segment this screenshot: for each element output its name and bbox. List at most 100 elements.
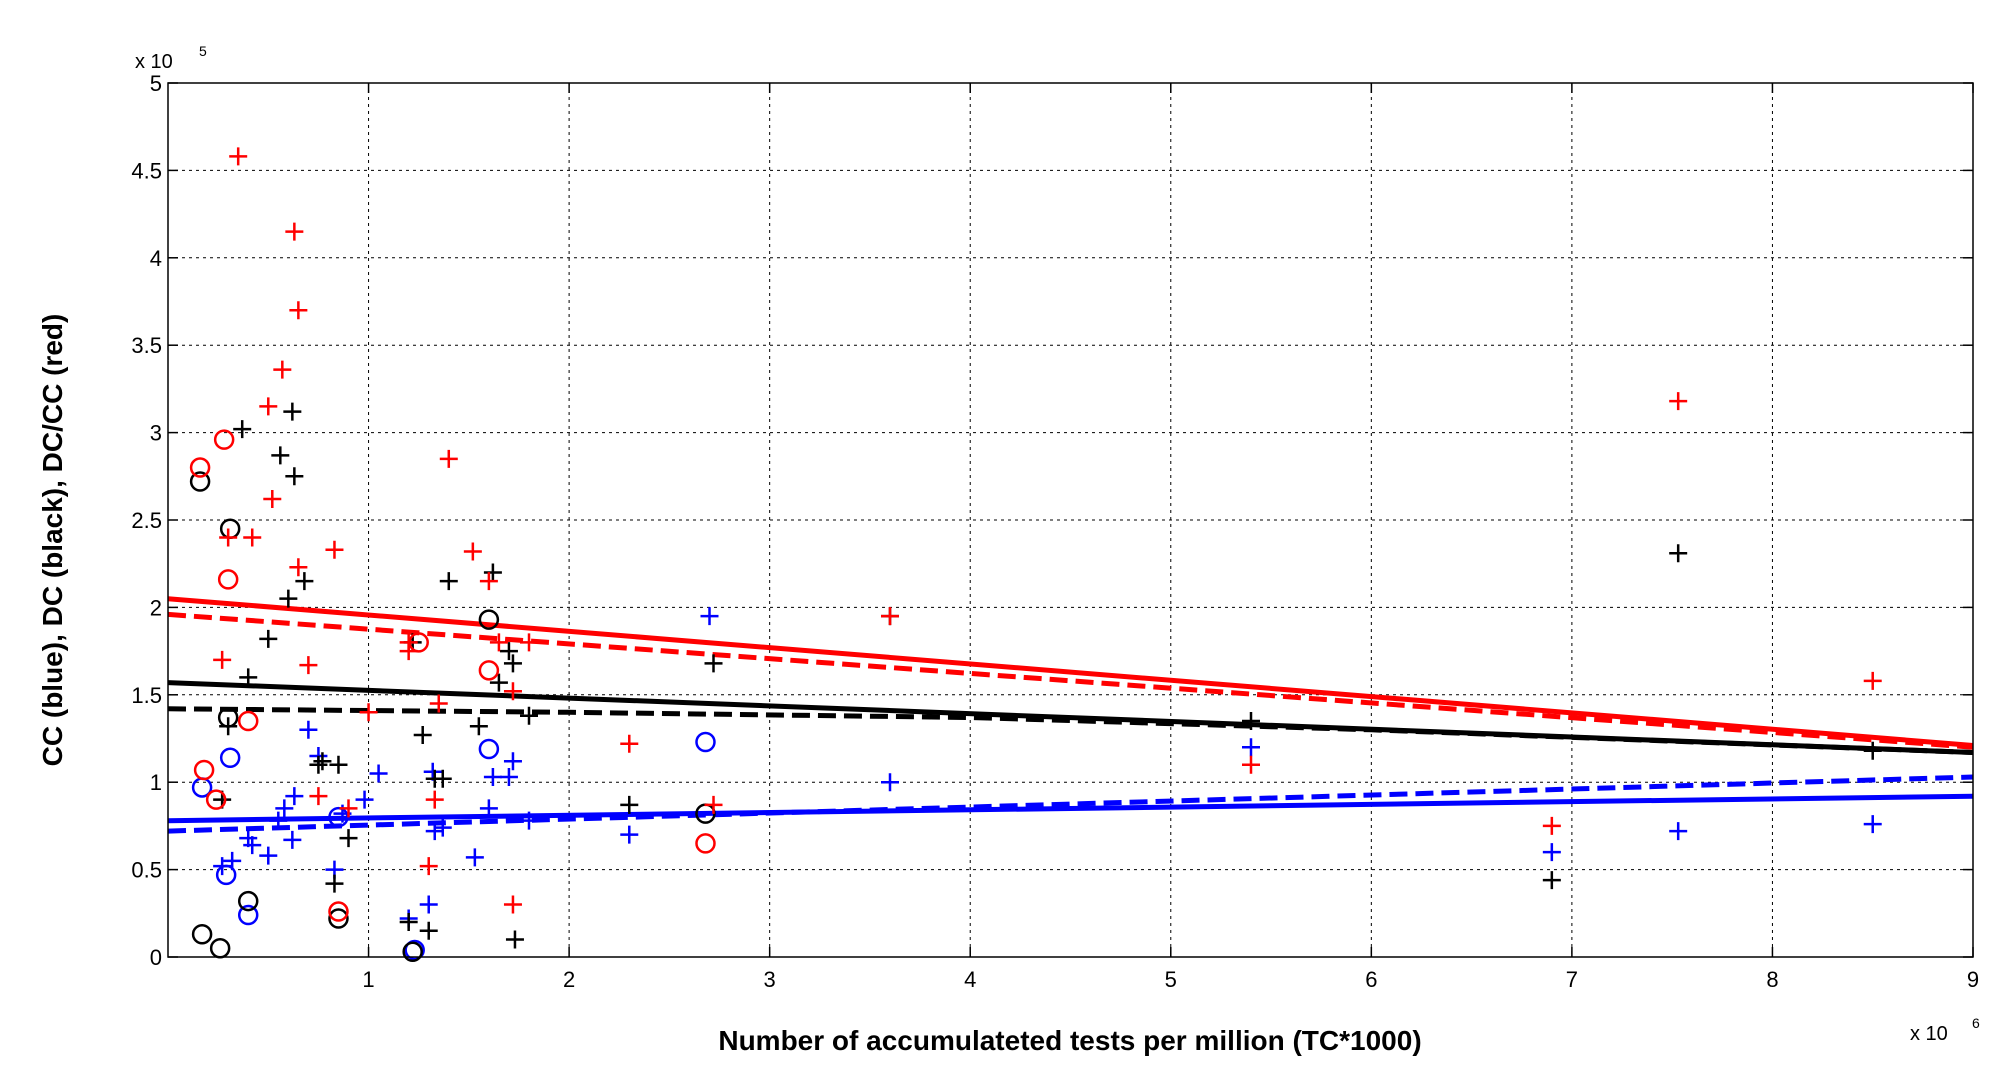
data-point-red-plus [503, 682, 522, 701]
fit-line-red-solid [167, 596, 1974, 748]
data-point-blue-plus [275, 799, 294, 818]
fit-line-blue-dashed [167, 774, 1974, 834]
plot-area [168, 83, 1973, 957]
data-point-red-plus [299, 656, 318, 675]
y-tick-label: 0.5 [131, 858, 162, 883]
data-point-blue-plus [620, 825, 639, 844]
y-tick-label: 5 [150, 71, 162, 96]
data-point-blue-plus [520, 811, 538, 830]
data-point-blue-plus [1542, 843, 1561, 862]
data-point-black-plus [439, 572, 458, 591]
data-point-red-circle [189, 457, 211, 478]
data-point-blue-plus [425, 822, 444, 841]
data-point-black-plus [499, 642, 518, 661]
data-point-black-plus [399, 913, 418, 932]
fit-lines [167, 596, 1974, 834]
data-point-red-plus [1542, 816, 1561, 835]
data-point-black-plus [503, 654, 522, 673]
data-point-blue-plus [1669, 822, 1688, 841]
data-point-red-plus [309, 787, 328, 806]
data-point-black-plus [483, 563, 502, 582]
data-point-black-plus [620, 795, 639, 814]
data-point-black-plus [469, 717, 488, 736]
data-markers [189, 147, 1882, 963]
y-axis-multiplier: x 10 5 [135, 43, 207, 73]
data-point-red-plus [620, 734, 639, 753]
data-point-black-plus [413, 726, 432, 745]
data-point-black-plus [520, 706, 538, 725]
data-point-blue-plus [243, 836, 262, 855]
data-point-red-plus [463, 542, 482, 561]
data-point-red-plus [339, 799, 358, 818]
data-point-red-circle [328, 901, 349, 922]
data-point-red-circle [237, 710, 259, 732]
data-point-black-circle [191, 924, 213, 945]
data-point-black-plus [285, 467, 304, 486]
data-point-black-plus [325, 874, 344, 893]
data-point-blue-plus [483, 767, 502, 786]
y-tick-label: 4 [150, 246, 162, 271]
y-axis-label: CC (blue), DC (black), DC/CC (red) [37, 314, 68, 767]
data-point-blue-plus [259, 846, 278, 865]
data-point-blue-plus [269, 811, 288, 830]
data-point-black-plus [239, 668, 258, 687]
data-point-blue-plus [283, 830, 302, 849]
data-point-red-circle [695, 833, 716, 854]
data-point-black-plus [489, 673, 508, 692]
data-point-red-circle [213, 429, 235, 450]
data-point-black-circle [402, 941, 423, 963]
data-point-blue-circle [478, 738, 500, 760]
data-point-blue-plus [433, 818, 452, 837]
data-point-red-plus [289, 301, 308, 320]
data-point-red-plus [273, 360, 292, 379]
data-point-red-circle [478, 660, 500, 681]
fit-line-red-dashed [167, 611, 1974, 750]
x-tick-label: 6 [1365, 967, 1377, 992]
data-point-blue-plus [355, 790, 374, 809]
fit-line-blue-solid [167, 793, 1974, 824]
data-point-red-plus [213, 650, 232, 669]
data-point-black-plus [339, 829, 358, 848]
data-point-black-plus [271, 446, 290, 465]
data-point-black-plus [259, 629, 278, 648]
x-axis-multiplier: x 10 6 [1910, 1015, 1980, 1045]
data-point-blue-plus [503, 752, 522, 771]
data-point-blue-plus [499, 767, 518, 786]
x-tick-label: 2 [563, 967, 575, 992]
data-point-red-plus [1242, 755, 1260, 774]
data-point-red-plus [881, 607, 899, 626]
data-point-red-plus [285, 222, 304, 241]
data-point-red-plus [520, 633, 538, 652]
data-point-black-plus [433, 769, 452, 788]
data-point-red-plus [289, 558, 308, 577]
fit-line-black-dashed [167, 706, 1974, 755]
data-point-blue-circle [404, 939, 425, 961]
x-tick-label: 5 [1165, 967, 1177, 992]
x-multiplier-base: x 10 [1910, 1023, 1948, 1045]
data-point-black-circle [189, 471, 211, 492]
data-point-black-circle [328, 908, 349, 929]
data-point-red-plus [503, 895, 522, 914]
data-point-black-plus [505, 930, 524, 949]
data-point-red-circle [408, 632, 429, 653]
data-point-blue-plus [700, 607, 719, 626]
data-point-red-plus [439, 449, 458, 468]
x-axis-label: Number of accumulateted tests per millio… [718, 1025, 1421, 1056]
data-point-red-plus [429, 694, 448, 713]
data-point-red-plus [259, 397, 278, 416]
data-point-black-plus [279, 589, 298, 608]
y-tick-label: 2.5 [131, 508, 162, 533]
data-point-blue-plus [419, 895, 438, 914]
data-point-blue-plus [881, 773, 899, 792]
data-point-black-plus [295, 572, 314, 591]
data-point-red-circle [205, 789, 227, 810]
data-point-red-plus [1863, 671, 1882, 690]
data-point-black-plus [1242, 712, 1260, 731]
y-tick-label: 0 [150, 945, 162, 970]
data-point-red-plus [704, 795, 723, 814]
data-point-blue-plus [1242, 738, 1260, 757]
data-point-blue-plus [299, 720, 318, 739]
data-point-black-plus [329, 755, 348, 774]
data-point-blue-circle [237, 904, 259, 926]
x-tick-label: 4 [964, 967, 976, 992]
